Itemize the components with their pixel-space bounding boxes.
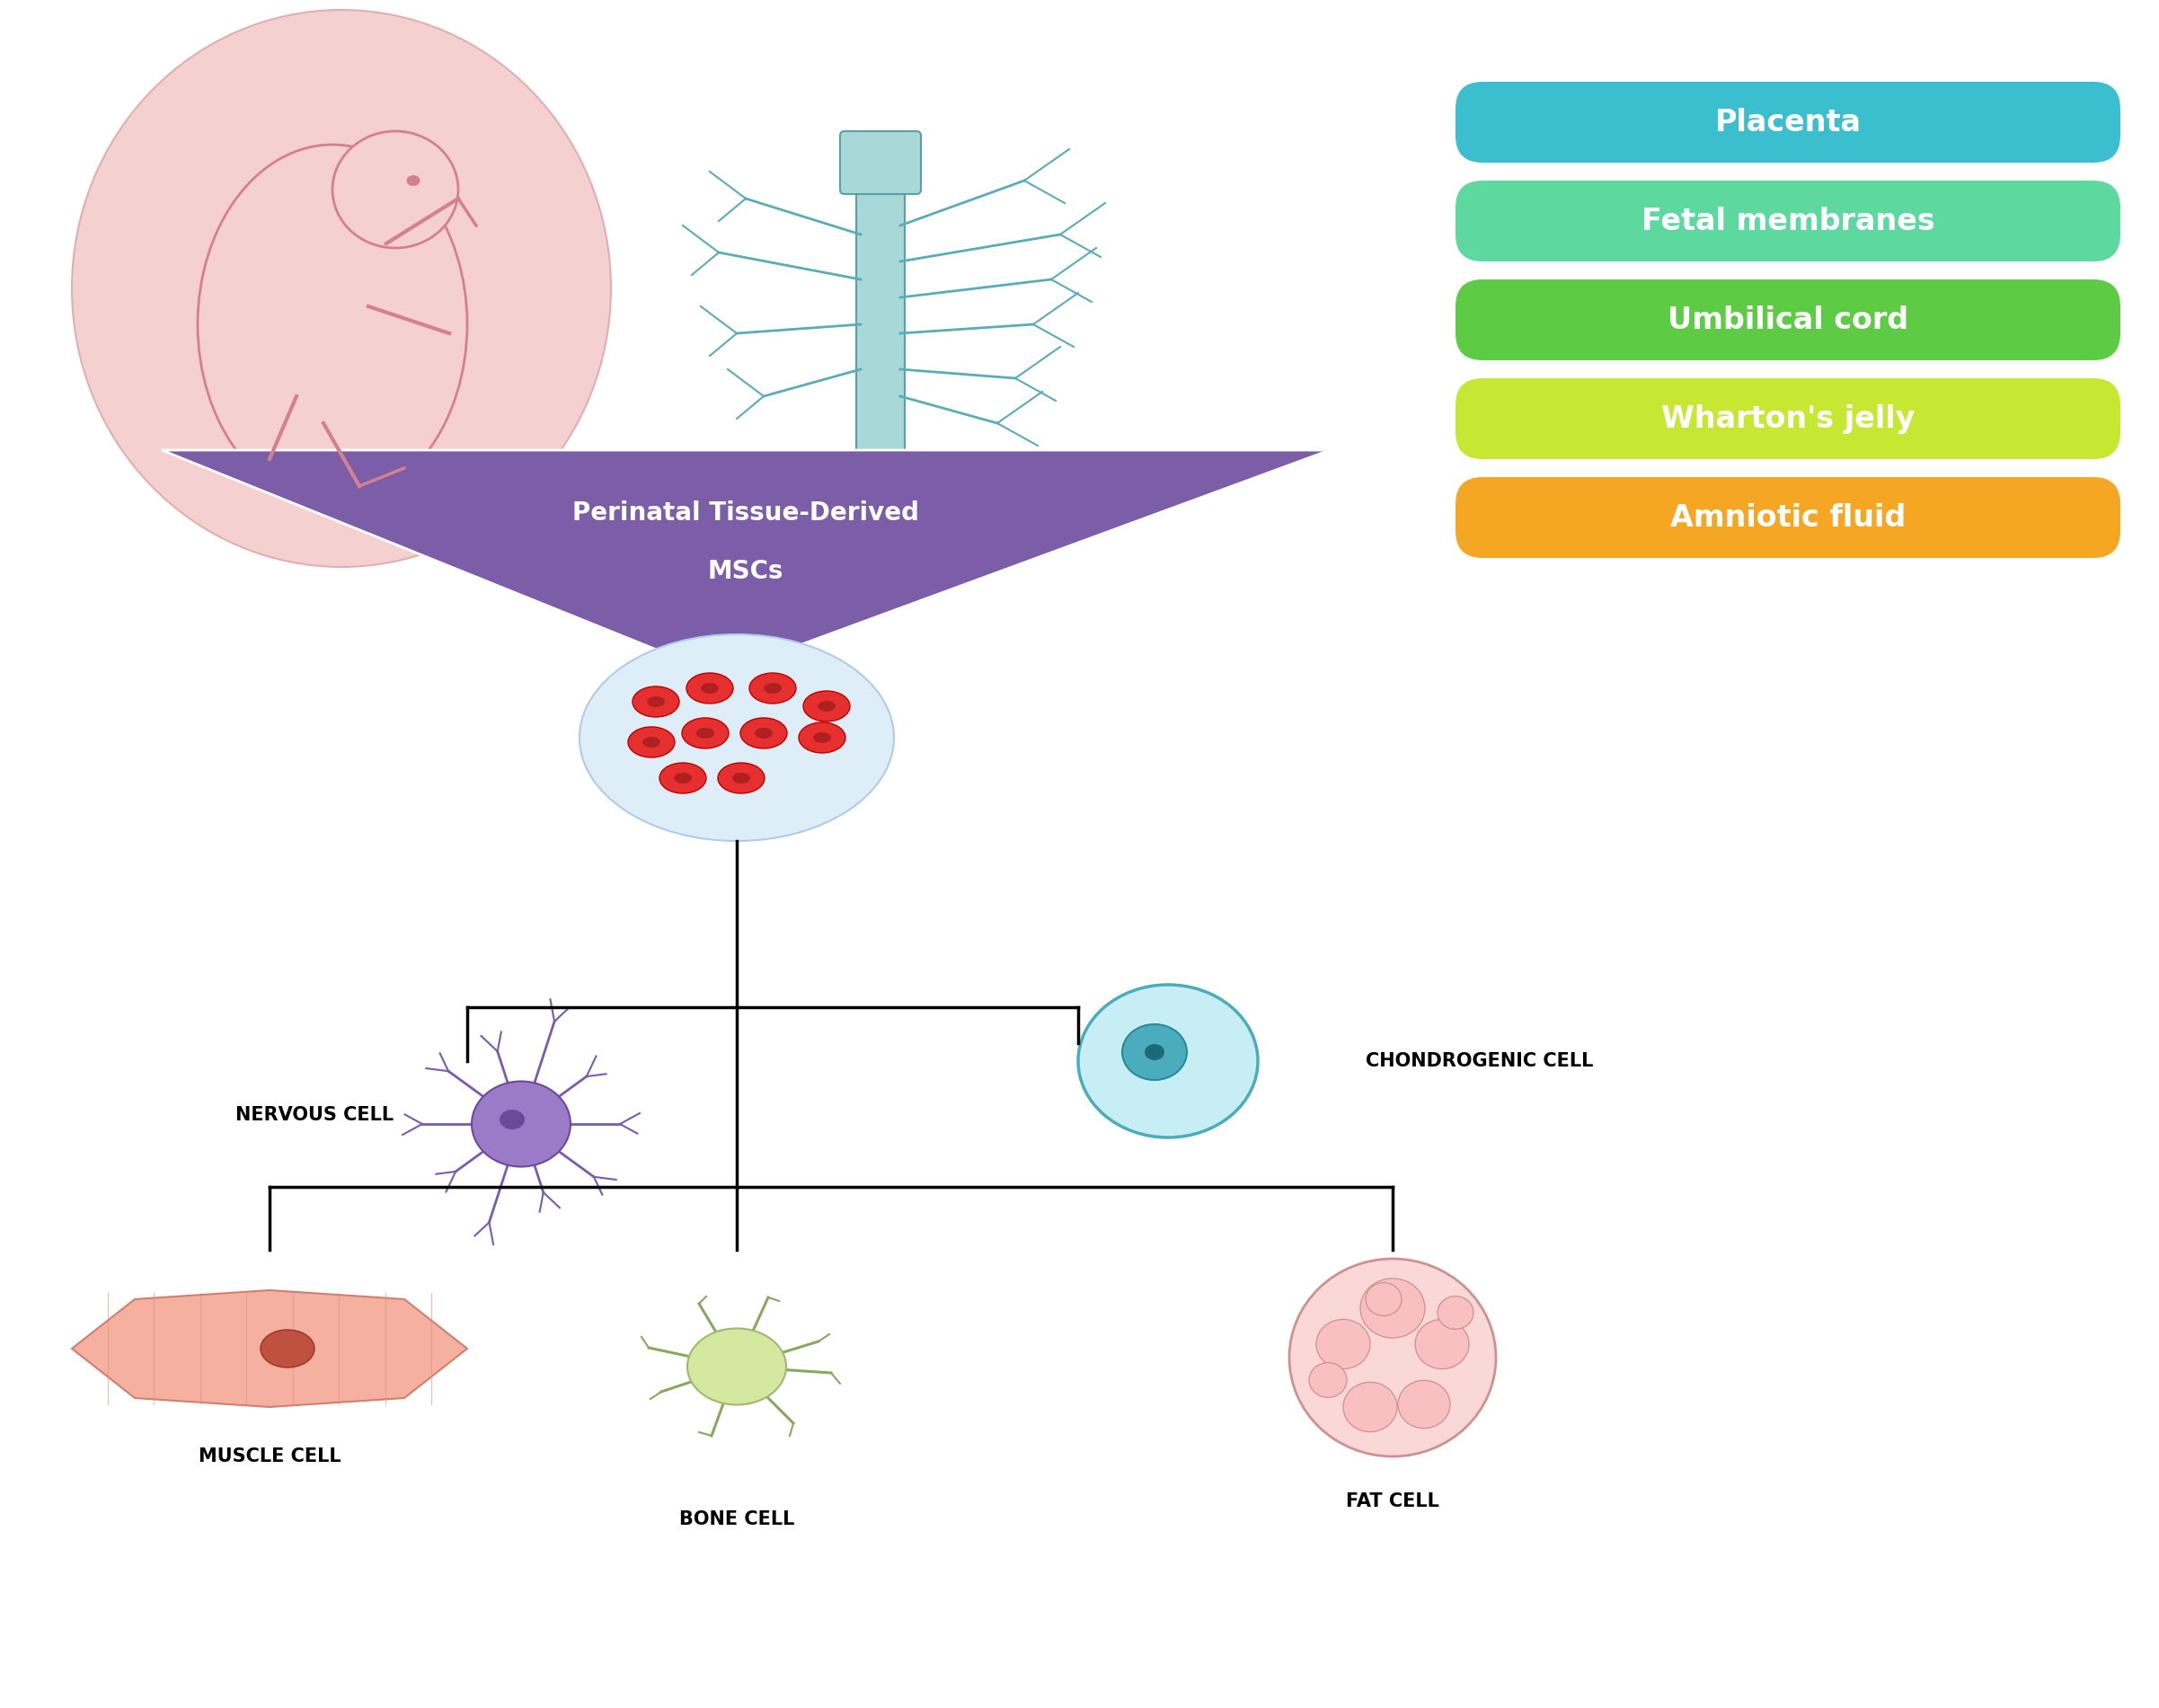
Ellipse shape: [1289, 1259, 1496, 1457]
Ellipse shape: [648, 697, 665, 707]
Ellipse shape: [799, 722, 846, 753]
Text: Umbilical cord: Umbilical cord: [1667, 306, 1909, 335]
FancyBboxPatch shape: [1455, 477, 2120, 559]
FancyBboxPatch shape: [1455, 377, 2120, 459]
Text: Amniotic fluid: Amniotic fluid: [1671, 502, 1906, 533]
Ellipse shape: [697, 728, 715, 738]
Polygon shape: [71, 1290, 466, 1407]
Text: FAT CELL: FAT CELL: [1345, 1493, 1440, 1510]
Ellipse shape: [499, 1110, 525, 1129]
Text: Placenta: Placenta: [1714, 108, 1861, 137]
Text: Wharton's jelly: Wharton's jelly: [1660, 403, 1915, 434]
Text: Fetal membranes: Fetal membranes: [1641, 207, 1934, 236]
Ellipse shape: [1438, 1296, 1472, 1329]
Ellipse shape: [199, 145, 466, 504]
Text: BONE CELL: BONE CELL: [680, 1510, 795, 1529]
Ellipse shape: [1077, 986, 1259, 1138]
Text: Perinatal Tissue-Derived: Perinatal Tissue-Derived: [572, 500, 920, 526]
FancyBboxPatch shape: [840, 132, 922, 195]
Ellipse shape: [643, 736, 661, 748]
Ellipse shape: [741, 717, 788, 748]
Ellipse shape: [332, 132, 458, 248]
Ellipse shape: [702, 683, 719, 693]
Ellipse shape: [1414, 1319, 1468, 1368]
FancyBboxPatch shape: [1455, 280, 2120, 360]
Ellipse shape: [471, 1081, 570, 1167]
FancyBboxPatch shape: [1455, 82, 2120, 162]
Ellipse shape: [732, 772, 749, 784]
Ellipse shape: [687, 1329, 786, 1404]
Ellipse shape: [1123, 1025, 1187, 1079]
Ellipse shape: [71, 10, 611, 567]
Text: CHONDROGENIC CELL: CHONDROGENIC CELL: [1367, 1052, 1593, 1071]
Ellipse shape: [579, 634, 894, 840]
Ellipse shape: [628, 728, 676, 757]
Ellipse shape: [1308, 1363, 1347, 1397]
Ellipse shape: [818, 700, 836, 712]
Ellipse shape: [719, 763, 764, 793]
Ellipse shape: [803, 692, 851, 721]
Ellipse shape: [749, 673, 797, 704]
Ellipse shape: [1399, 1380, 1451, 1428]
Text: NERVOUS CELL: NERVOUS CELL: [235, 1107, 393, 1124]
Ellipse shape: [814, 733, 831, 743]
FancyBboxPatch shape: [857, 176, 905, 454]
Ellipse shape: [633, 687, 680, 717]
Ellipse shape: [1367, 1283, 1401, 1315]
Ellipse shape: [674, 772, 691, 784]
Text: MSCs: MSCs: [708, 559, 784, 584]
Ellipse shape: [658, 763, 706, 793]
Ellipse shape: [1317, 1319, 1371, 1368]
Ellipse shape: [406, 176, 421, 186]
Ellipse shape: [1343, 1382, 1397, 1431]
FancyBboxPatch shape: [1455, 181, 2120, 261]
Ellipse shape: [687, 673, 734, 704]
Ellipse shape: [1360, 1278, 1425, 1337]
Ellipse shape: [1144, 1044, 1164, 1061]
Ellipse shape: [261, 1331, 315, 1368]
Text: MUSCLE CELL: MUSCLE CELL: [199, 1447, 341, 1465]
Ellipse shape: [756, 728, 773, 738]
Ellipse shape: [682, 717, 728, 748]
Polygon shape: [162, 451, 1330, 675]
Ellipse shape: [764, 683, 782, 693]
